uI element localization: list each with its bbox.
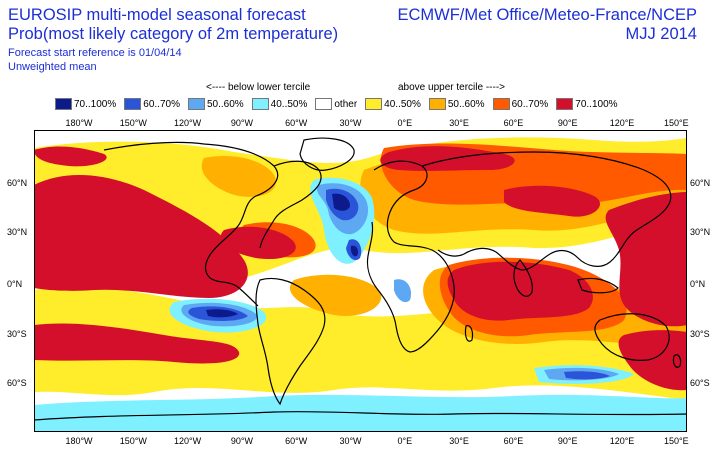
legend-swatch — [55, 98, 72, 110]
legend-swatch — [365, 98, 383, 110]
legend-label: other — [334, 98, 358, 110]
longitude-label: 0°E — [397, 118, 413, 128]
latitude-label: 60°N — [7, 178, 28, 188]
longitude-label: 60°E — [503, 436, 524, 446]
legend-swatch — [315, 98, 333, 110]
title-block-left: EUROSIP multi-model seasonal forecast Pr… — [8, 6, 338, 74]
longitude-label: 30°W — [339, 118, 362, 128]
latitude-label: 30°N — [690, 227, 711, 237]
below-tercile-label: <---- below lower tercile — [206, 82, 311, 93]
forecast-start-reference: Forecast start reference is 01/04/14 — [8, 47, 182, 59]
longitude-label: 180°W — [65, 436, 93, 446]
legend-item: 50..60% — [187, 98, 244, 110]
legend-swatch — [124, 98, 142, 110]
longitude-label: 120°W — [174, 118, 202, 128]
legend-item: 60..70% — [492, 98, 549, 110]
latitude-label: 30°S — [7, 329, 27, 339]
legend-item: 70..100% — [556, 98, 618, 110]
legend-item: 60..70% — [124, 98, 180, 110]
latitude-label: 30°S — [690, 329, 710, 339]
longitude-label: 120°E — [609, 118, 635, 128]
forecast-centres: ECMWF/Met Office/Meteo-France/NCEP — [397, 6, 697, 24]
legend-item: other — [315, 98, 357, 110]
legend-swatch — [556, 98, 574, 110]
longitude-label: 180°W — [65, 118, 93, 128]
longitude-label: 150°W — [119, 436, 147, 446]
longitude-label: 90°E — [557, 118, 578, 128]
legend-label: 60..70% — [143, 98, 180, 110]
forecast-title: EUROSIP multi-model seasonal forecast — [8, 6, 306, 24]
longitude-label: 30°E — [449, 118, 469, 128]
map-frame — [34, 130, 687, 432]
legend-label: 50..60% — [447, 98, 485, 110]
latitude-label: 60°S — [690, 378, 710, 388]
forecast-map — [34, 130, 687, 432]
cold-dark-blue-regions — [206, 193, 359, 318]
legend-label: 70..100% — [575, 98, 618, 110]
legend-label: 60..70% — [511, 98, 549, 110]
forecast-variable: Prob(most likely category of 2m temperat… — [8, 25, 339, 43]
legend-item: 40..50% — [251, 98, 308, 110]
longitude-label: 60°W — [285, 118, 308, 128]
legend-swatch — [428, 98, 446, 110]
latitude-label: 30°N — [7, 227, 28, 237]
longitude-label: 150°W — [119, 118, 147, 128]
title-block-right: ECMWF/Met Office/Meteo-France/NCEP MJJ 2… — [397, 6, 697, 44]
legend-item: 70..100% — [55, 98, 116, 110]
latitude-label: 0°N — [7, 279, 23, 289]
latitude-label: 60°N — [690, 178, 711, 188]
above-tercile-label: above upper tercile ----> — [398, 82, 505, 93]
forecast-weighting: Unweighted mean — [8, 61, 97, 73]
forecast-season: MJJ 2014 — [625, 25, 697, 43]
longitude-label: 90°W — [230, 118, 253, 128]
longitude-label: 90°W — [230, 436, 253, 446]
longitude-label: 120°W — [174, 436, 202, 446]
warm-red-regions — [34, 146, 687, 391]
legend-swatch — [492, 98, 510, 110]
legend-item: 40..50% — [365, 98, 421, 110]
legend-label: 70..100% — [74, 98, 117, 110]
longitude-label: 90°E — [557, 436, 578, 446]
longitude-label: 30°E — [449, 436, 469, 446]
latitude-label: 60°S — [7, 378, 27, 388]
legend-label: 40..50% — [384, 98, 421, 110]
longitude-label: 120°E — [609, 436, 635, 446]
legend-label: 50..60% — [206, 98, 244, 110]
legend-item: 50..60% — [428, 98, 485, 110]
coastlines — [34, 137, 687, 421]
latitude-label: 0°N — [690, 279, 706, 289]
longitude-label: 30°W — [339, 436, 362, 446]
legend-swatch — [251, 98, 269, 110]
longitude-label: 60°E — [503, 118, 524, 128]
longitude-label: 150°E — [663, 436, 689, 446]
longitude-label: 60°W — [285, 436, 308, 446]
legend-label: 40..50% — [270, 98, 308, 110]
longitude-label: 150°E — [663, 118, 689, 128]
legend-swatch — [187, 98, 205, 110]
color-legend: 70..100% 60..70% 50..60% 40..50% other 40..50… — [55, 98, 626, 110]
longitude-label: 0°E — [397, 436, 413, 446]
